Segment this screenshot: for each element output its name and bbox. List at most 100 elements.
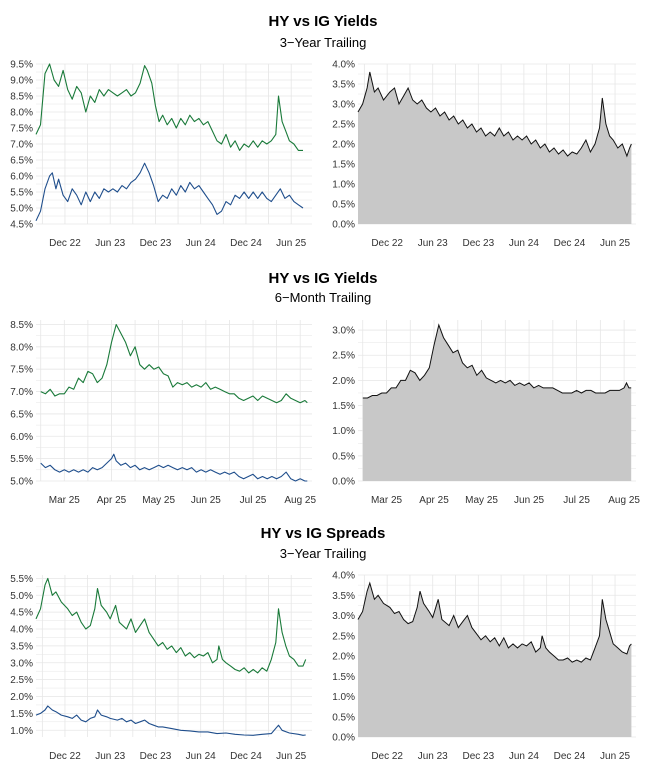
x-tick-label: Dec 24 bbox=[230, 238, 262, 249]
y-tick-label: 2.5% bbox=[10, 675, 33, 686]
y-tick-label: 8.0% bbox=[10, 108, 33, 119]
hy-series-line bbox=[35, 63, 303, 151]
y-tick-label: 8.5% bbox=[10, 92, 33, 103]
x-tick-label: Jul 25 bbox=[240, 495, 267, 506]
section-title-2: HY vs IG Yields bbox=[268, 270, 378, 287]
x-tick-label: Mar 25 bbox=[371, 495, 403, 506]
y-tick-label: 9.0% bbox=[10, 76, 33, 87]
x-tick-label: Dec 24 bbox=[554, 751, 586, 762]
ig-series-line bbox=[40, 453, 308, 482]
y-tick-label: 3.5% bbox=[332, 591, 355, 602]
y-tick-label: 3.0% bbox=[332, 100, 355, 111]
y-tick-label: 3.0% bbox=[332, 611, 355, 622]
y-tick-label: 5.0% bbox=[10, 204, 33, 215]
x-tick-label: Jun 24 bbox=[509, 751, 539, 762]
x-tick-label: Aug 25 bbox=[608, 495, 640, 506]
x-tick-label: Jun 23 bbox=[418, 751, 448, 762]
ig-series-line bbox=[35, 705, 306, 736]
y-tick-label: 3.5% bbox=[10, 641, 33, 652]
y-tick-label: 2.0% bbox=[332, 376, 355, 387]
differential-area bbox=[362, 325, 632, 481]
y-tick-label: 2.0% bbox=[332, 140, 355, 151]
x-tick-label: Dec 22 bbox=[371, 751, 403, 762]
x-tick-label: Jun 25 bbox=[600, 238, 630, 249]
y-tick-label: 1.5% bbox=[10, 709, 33, 720]
x-tick-label: Jun 25 bbox=[276, 751, 306, 762]
x-tick-label: Dec 22 bbox=[49, 238, 81, 249]
x-tick-label: May 25 bbox=[142, 495, 175, 506]
section-title-3: HY vs IG Spreads bbox=[260, 525, 386, 542]
differential-line bbox=[362, 323, 632, 399]
y-tick-label: 4.5% bbox=[10, 220, 33, 231]
x-tick-label: Dec 22 bbox=[49, 751, 81, 762]
hy-series-line bbox=[40, 323, 308, 404]
y-tick-label: 1.0% bbox=[332, 426, 355, 437]
x-tick-label: May 25 bbox=[465, 495, 498, 506]
y-tick-label: 7.5% bbox=[10, 365, 33, 376]
x-tick-label: Apr 25 bbox=[419, 495, 449, 506]
y-tick-label: 7.0% bbox=[10, 140, 33, 151]
y-tick-label: 0.0% bbox=[332, 733, 355, 744]
differential-line bbox=[357, 581, 632, 663]
x-tick-label: Dec 24 bbox=[230, 751, 262, 762]
x-tick-label: Dec 24 bbox=[554, 238, 586, 249]
x-tick-label: Jun 25 bbox=[276, 238, 306, 249]
y-tick-label: 1.0% bbox=[10, 726, 33, 737]
y-tick-label: 1.0% bbox=[332, 692, 355, 703]
y-tick-label: 2.5% bbox=[332, 351, 355, 362]
x-tick-label: Dec 23 bbox=[140, 751, 172, 762]
x-tick-label: Apr 25 bbox=[97, 495, 127, 506]
y-tick-label: 1.5% bbox=[332, 672, 355, 683]
y-tick-label: 4.5% bbox=[10, 608, 33, 619]
differential-line bbox=[357, 71, 632, 158]
y-tick-label: 6.5% bbox=[10, 156, 33, 167]
x-tick-label: Dec 22 bbox=[371, 238, 403, 249]
differential-area bbox=[358, 72, 632, 224]
x-tick-label: Jul 25 bbox=[563, 495, 590, 506]
x-tick-label: Dec 23 bbox=[462, 751, 494, 762]
y-tick-label: 7.0% bbox=[10, 387, 33, 398]
section-title-1: HY vs IG Yields bbox=[268, 13, 378, 30]
y-tick-label: 6.0% bbox=[10, 172, 33, 183]
y-tick-label: 2.5% bbox=[332, 120, 355, 131]
y-tick-label: 5.5% bbox=[10, 188, 33, 199]
y-tick-label: 0.0% bbox=[332, 477, 355, 488]
y-tick-label: 2.0% bbox=[332, 652, 355, 663]
section-subtitle-3: 3−Year Trailing bbox=[279, 546, 367, 561]
section-subtitle-1: 3−Year Trailing bbox=[279, 35, 367, 50]
x-tick-label: Jun 23 bbox=[418, 238, 448, 249]
y-tick-label: 8.5% bbox=[10, 320, 33, 331]
y-tick-label: 3.0% bbox=[332, 326, 355, 337]
y-tick-label: 5.5% bbox=[10, 454, 33, 465]
y-tick-label: 8.0% bbox=[10, 342, 33, 353]
x-tick-label: Jun 24 bbox=[509, 238, 539, 249]
x-tick-label: Jun 25 bbox=[191, 495, 221, 506]
x-tick-label: Mar 25 bbox=[49, 495, 81, 506]
x-tick-label: Jun 24 bbox=[186, 238, 216, 249]
y-tick-label: 0.5% bbox=[332, 712, 355, 723]
y-tick-label: 5.5% bbox=[10, 574, 33, 585]
x-tick-label: Jun 23 bbox=[95, 238, 125, 249]
y-tick-label: 2.0% bbox=[10, 692, 33, 703]
y-tick-label: 9.5% bbox=[10, 60, 33, 71]
y-tick-label: 4.0% bbox=[332, 571, 355, 582]
y-tick-label: 1.5% bbox=[332, 160, 355, 171]
y-tick-label: 0.5% bbox=[332, 451, 355, 462]
y-tick-label: 6.0% bbox=[10, 432, 33, 443]
y-tick-label: 1.5% bbox=[332, 401, 355, 412]
x-tick-label: Dec 23 bbox=[462, 238, 494, 249]
y-tick-label: 0.5% bbox=[332, 200, 355, 211]
y-tick-label: 3.5% bbox=[332, 80, 355, 91]
y-tick-label: 6.5% bbox=[10, 409, 33, 420]
hy-series-line bbox=[35, 577, 307, 674]
differential-area bbox=[358, 583, 632, 737]
y-tick-label: 1.0% bbox=[332, 180, 355, 191]
x-tick-label: Aug 25 bbox=[284, 495, 316, 506]
y-tick-label: 3.0% bbox=[10, 658, 33, 669]
y-tick-label: 5.0% bbox=[10, 477, 33, 488]
